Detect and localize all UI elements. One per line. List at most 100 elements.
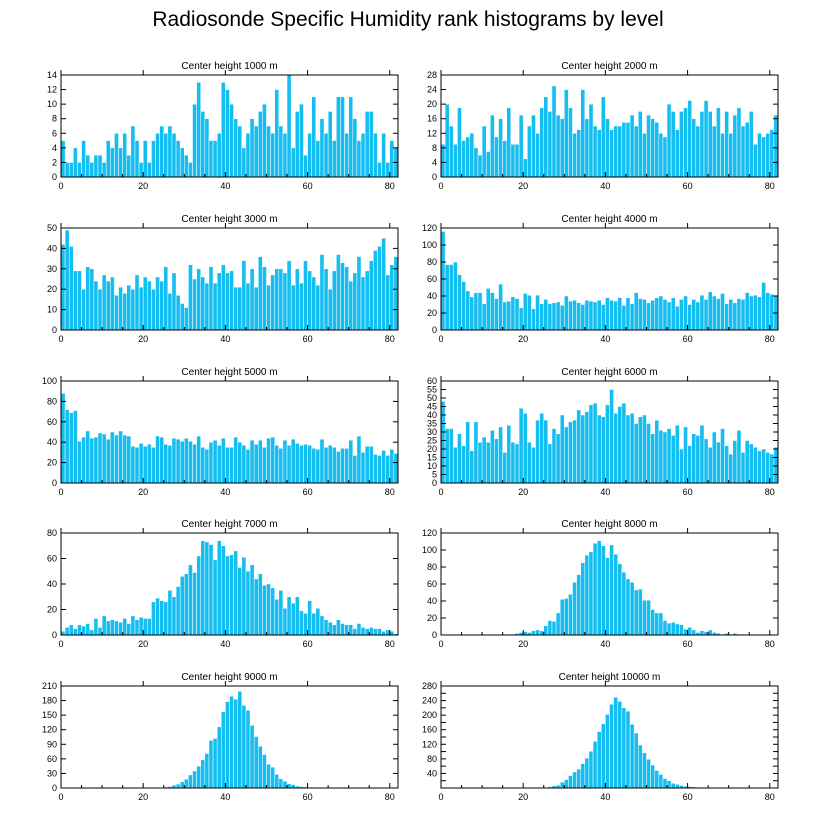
bar	[539, 107, 544, 178]
bar	[527, 441, 532, 484]
bar	[757, 296, 762, 331]
bar	[175, 438, 181, 484]
bar	[245, 571, 251, 636]
bar	[167, 590, 173, 636]
y-tick-label: 20	[47, 284, 57, 294]
bar	[687, 100, 692, 178]
bar	[613, 125, 618, 178]
bar	[385, 162, 391, 178]
bar	[385, 274, 391, 331]
panel-10: Center height 10000 m 0 20 40 60 80 40 80 120 160…	[422, 672, 779, 802]
bar	[753, 447, 758, 484]
bar	[461, 445, 466, 484]
bar	[97, 288, 103, 331]
bar	[249, 564, 255, 636]
plot-frame	[60, 685, 399, 789]
bar	[381, 237, 386, 331]
bar	[555, 114, 561, 178]
y-tick-label: 120	[422, 528, 437, 538]
bar	[319, 615, 325, 636]
bar	[769, 453, 775, 484]
x-tick-label: 60	[683, 639, 693, 649]
bar	[576, 409, 581, 484]
bar	[498, 118, 503, 178]
bar	[270, 274, 275, 331]
bar	[200, 111, 206, 178]
bar	[465, 290, 471, 331]
bar	[539, 630, 544, 636]
bar	[299, 103, 304, 178]
bar	[323, 447, 329, 484]
bar	[344, 448, 349, 484]
bar	[753, 294, 758, 331]
bar	[707, 291, 713, 331]
bar	[360, 452, 366, 484]
bar	[453, 261, 458, 331]
bar	[642, 299, 647, 331]
bar	[258, 111, 263, 178]
y-tick-label: 20	[427, 99, 437, 109]
bar	[175, 140, 181, 178]
x-tick-label: 0	[58, 334, 63, 344]
bar	[266, 437, 271, 484]
bar	[564, 295, 569, 331]
bar	[506, 107, 512, 178]
bar	[531, 447, 536, 484]
y-tick-label: 60	[47, 754, 57, 764]
bar	[344, 266, 349, 331]
x-tick-label: 20	[138, 334, 148, 344]
bar	[518, 307, 524, 331]
bar	[85, 623, 91, 636]
bar	[547, 443, 553, 484]
bar	[568, 421, 573, 484]
bar	[159, 125, 164, 178]
bar	[601, 304, 606, 331]
bar	[114, 295, 119, 331]
panel-3: Center height 3000 m 0 20 40 60 80 0 10 20 30 40 50	[47, 214, 399, 344]
bar	[559, 118, 565, 178]
bar	[465, 136, 471, 178]
x-tick-label: 40	[600, 792, 610, 802]
bar	[77, 624, 82, 636]
bar	[278, 268, 284, 331]
bar	[547, 620, 553, 636]
x-tick-label: 40	[220, 639, 230, 649]
bar	[60, 630, 66, 636]
bar	[547, 303, 553, 331]
y-tick-label: 100	[42, 376, 57, 386]
bar	[356, 435, 362, 484]
bar	[740, 452, 746, 484]
y-tick-label: 40	[427, 291, 437, 301]
bar	[192, 103, 197, 178]
x-tick-label: 20	[518, 792, 528, 802]
bar	[204, 541, 210, 636]
y-tick-label: 35	[427, 419, 437, 429]
x-tick-label: 0	[438, 792, 443, 802]
panel-title: Center height 10000 m	[559, 672, 661, 683]
panel-7: Center height 7000 m 0 20 40 60 80 0 20 40 60 80	[47, 519, 399, 649]
bar	[212, 282, 218, 331]
bar	[757, 133, 762, 178]
bar	[229, 447, 234, 484]
bar	[290, 284, 296, 331]
bar	[666, 103, 672, 178]
y-tick-label: 200	[422, 710, 437, 720]
bar	[675, 305, 680, 331]
bar	[732, 440, 738, 484]
bar	[646, 114, 651, 178]
bar	[485, 288, 491, 331]
bar	[89, 629, 95, 636]
bar	[564, 779, 569, 789]
x-tick-label: 0	[58, 181, 63, 191]
bar	[601, 723, 606, 789]
bar	[389, 449, 395, 484]
bar	[601, 416, 606, 484]
bar	[64, 162, 70, 178]
bar	[122, 618, 128, 636]
bar	[522, 413, 528, 484]
bar	[216, 445, 222, 484]
bar	[142, 276, 148, 331]
bar	[364, 270, 370, 331]
bar	[736, 430, 742, 484]
bar	[360, 133, 366, 178]
